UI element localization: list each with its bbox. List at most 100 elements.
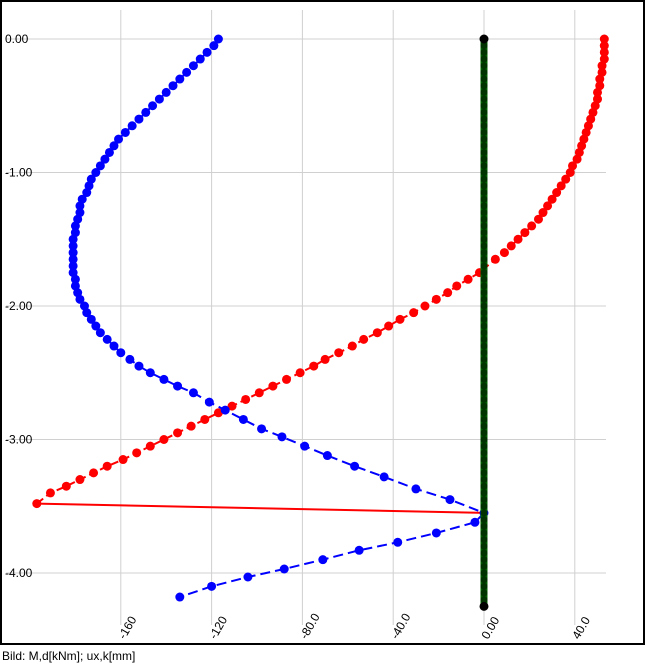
pile-node (480, 302, 488, 310)
pile-node (480, 335, 488, 343)
pile-node (480, 355, 488, 363)
moment-point (420, 301, 430, 311)
pile-node (480, 195, 488, 203)
pile-node (480, 269, 488, 277)
y-tick-label: -2.00 (5, 299, 33, 313)
displacement-point (470, 517, 480, 527)
y-tick-label: -3.00 (5, 433, 33, 447)
moment-point (490, 254, 500, 264)
pile-node (480, 189, 488, 197)
moment-point (556, 181, 566, 191)
pile-node (480, 42, 488, 50)
pile-node (480, 282, 488, 290)
pile-node (480, 522, 488, 530)
pile-node (480, 148, 488, 156)
pile-node (480, 68, 488, 76)
displacement-point (159, 374, 169, 384)
displacement-point (350, 461, 360, 471)
moment-point (565, 168, 575, 177)
pile-node (480, 242, 488, 250)
moment-point (561, 174, 571, 184)
moment-point (543, 201, 553, 211)
displacement-point (322, 451, 332, 461)
displacement-point (161, 87, 171, 97)
pile-node (480, 369, 488, 377)
pile-node (480, 476, 488, 484)
moment-point (213, 408, 223, 418)
pile-node (480, 62, 488, 70)
pile-node (480, 589, 488, 597)
pile-node (480, 382, 488, 390)
pile-node (480, 122, 488, 130)
moment-point (89, 468, 99, 478)
moment-point (295, 368, 305, 378)
displacement-point (91, 321, 101, 331)
pile-node (480, 169, 488, 176)
displacement-point (445, 495, 455, 505)
pile-node (480, 182, 488, 190)
pile-node (480, 309, 488, 317)
pile-node (480, 82, 488, 90)
pile-node (480, 262, 488, 270)
displacement-point (68, 234, 78, 244)
displacement-point (188, 388, 198, 398)
pile-node (480, 502, 488, 510)
displacement-point (243, 572, 253, 582)
pile-node (480, 249, 488, 257)
moment-point (359, 334, 369, 344)
displacement-point (393, 537, 403, 547)
pile-node (480, 102, 488, 110)
moment-point (463, 274, 473, 284)
displacement-point (141, 107, 151, 117)
displacement-point (134, 114, 144, 124)
moment-point (593, 87, 602, 97)
moment-point (499, 248, 509, 258)
moment-point (159, 435, 169, 444)
displacement-point (134, 361, 144, 371)
displacement-point (70, 274, 80, 284)
displacement-point (127, 121, 137, 131)
caption: Bild: M,d[kNm]; ux,k[mm] (2, 649, 136, 663)
moment-point (32, 499, 42, 509)
moment-point (599, 41, 609, 51)
displacement-point (173, 381, 183, 391)
displacement-point (145, 368, 155, 378)
pile-node (480, 55, 488, 63)
moment-point (599, 47, 609, 57)
moment-point (227, 401, 237, 411)
moment-point (145, 441, 155, 451)
moment-point (547, 194, 557, 204)
moment-point (61, 481, 71, 491)
end-node (479, 601, 489, 611)
pile-node (480, 275, 488, 283)
pile-node (480, 582, 488, 590)
displacement-point (354, 545, 364, 555)
displacement-point (70, 221, 80, 231)
displacement-point (154, 94, 164, 104)
pile-node (480, 128, 488, 136)
grid-layer (6, 10, 606, 625)
displacement-point (188, 61, 198, 71)
pile-node (480, 409, 488, 417)
displacement-point (379, 472, 389, 482)
moment-point (132, 448, 142, 458)
displacement-point (431, 528, 441, 538)
moment-point (320, 354, 330, 364)
moment-point (552, 188, 562, 198)
displacement-point (209, 41, 219, 51)
moment-point (520, 228, 530, 238)
displacement-point (202, 47, 212, 57)
series-layer (32, 34, 609, 611)
pile-node (480, 549, 488, 557)
pile-node (480, 375, 488, 383)
moment-point (572, 154, 582, 164)
moment-point (599, 34, 609, 44)
pile-node (480, 516, 488, 524)
pile-node (480, 489, 488, 497)
displacement-point (91, 168, 101, 177)
displacement-point (102, 334, 112, 344)
pile-node (480, 75, 488, 83)
moment-point (452, 281, 462, 291)
moment-point (384, 321, 394, 331)
moment-point (75, 475, 85, 485)
